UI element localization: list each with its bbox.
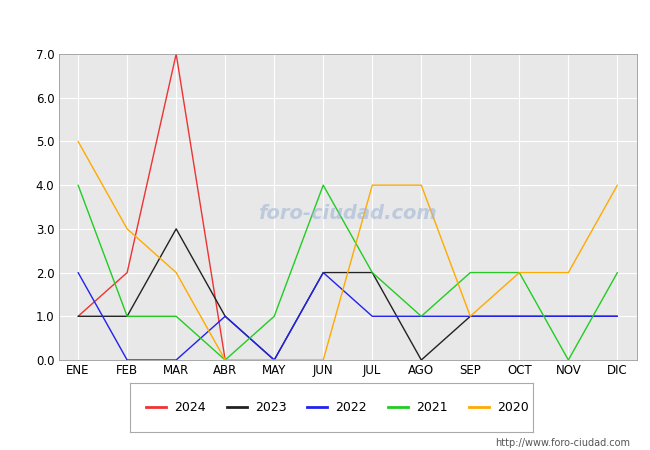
- Text: Matriculaciones de Vehículos en Alhambra: Matriculaciones de Vehículos en Alhambra: [149, 14, 501, 32]
- Text: http://www.foro-ciudad.com: http://www.foro-ciudad.com: [495, 438, 630, 448]
- Text: 2023: 2023: [255, 401, 287, 414]
- Text: 2024: 2024: [174, 401, 206, 414]
- Text: foro-ciudad.com: foro-ciudad.com: [259, 203, 437, 223]
- Text: 2020: 2020: [497, 401, 528, 414]
- Text: 2022: 2022: [335, 401, 367, 414]
- Text: 2021: 2021: [416, 401, 448, 414]
